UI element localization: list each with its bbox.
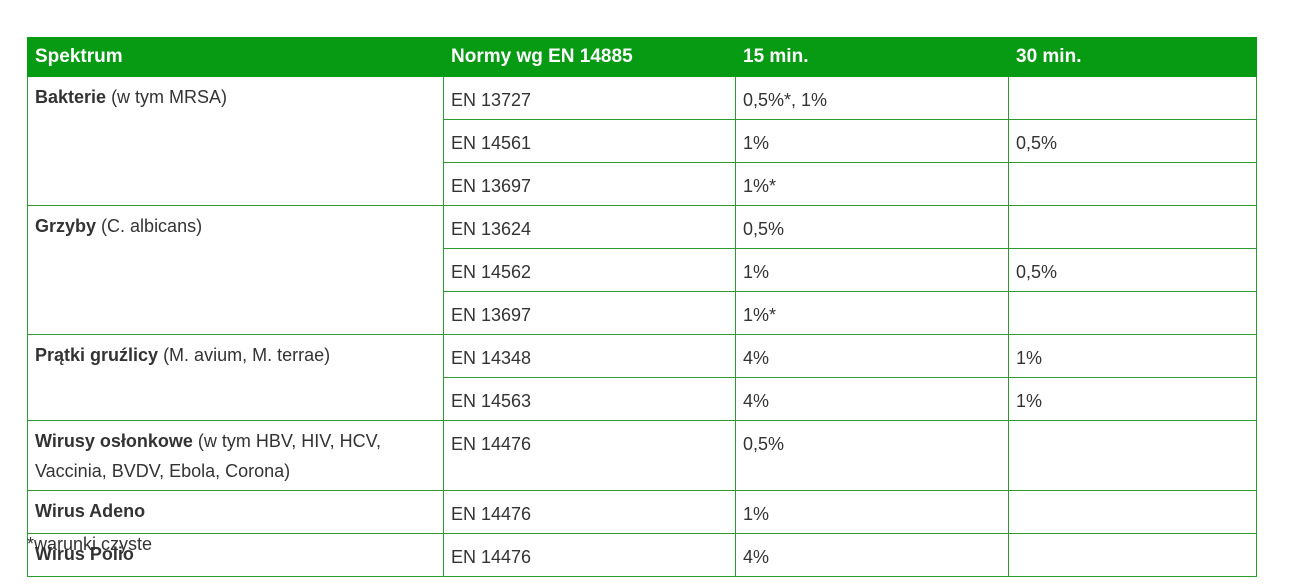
table-cell: EN 13624 bbox=[443, 205, 736, 249]
table-cell: EN 13697 bbox=[443, 291, 736, 335]
empty-cell bbox=[1008, 420, 1257, 491]
spectrum-note: (M. avium, M. terrae) bbox=[163, 345, 331, 365]
header-cell: Spektrum bbox=[27, 37, 444, 77]
table-cell: 1% bbox=[735, 119, 1009, 163]
table-cell: 1%* bbox=[735, 291, 1009, 335]
header-row: Spektrum Normy wg EN 14885 15 min. 30 min. bbox=[27, 37, 1257, 77]
table-cell: 0,5% bbox=[1008, 248, 1257, 292]
table-row: EN 14562 1% 0,5% bbox=[28, 248, 1257, 292]
spectrum-name: Bakterie bbox=[35, 87, 107, 107]
table-row: EN 13697 1%* bbox=[28, 162, 1257, 206]
spectrum-name: Grzyby bbox=[35, 216, 97, 236]
spectrum-table: Spektrum Normy wg EN 14885 15 min. 30 min. … bbox=[27, 37, 1257, 577]
table-cell: 1% bbox=[1008, 334, 1257, 378]
table-cell: EN 14476 bbox=[443, 420, 736, 491]
table-row: Wirus Polio EN 14476 4% bbox=[27, 533, 1257, 577]
table-cell: 0,5% bbox=[1008, 119, 1257, 163]
table-cell: 1%* bbox=[735, 162, 1009, 206]
table-cell: EN 14476 bbox=[443, 533, 736, 577]
table-cell: 0,5%*, 1% bbox=[735, 76, 1009, 120]
spectrum-note: (w tym HBV, HIV, HCV, Vaccinia, BVDV, Eb… bbox=[35, 431, 381, 481]
footnote: *warunki czyste bbox=[27, 534, 153, 554]
table-cell: EN 14348 bbox=[443, 334, 736, 378]
spectrum-cell: Bakterie (w tym MRSA) bbox=[27, 76, 444, 206]
table-cell: 4% bbox=[735, 377, 1009, 421]
table-cell: EN 14476 bbox=[443, 490, 736, 534]
table-cell: 0,5% bbox=[735, 420, 1009, 491]
spectrum-cell: Prątki gruźlicy (M. avium, M. terrae) bbox=[27, 334, 444, 421]
spectrum-cell: Wirus Polio bbox=[27, 533, 444, 577]
table-cell: 1% bbox=[1008, 377, 1257, 421]
spectrum-name: Wirusy osłonkowe bbox=[35, 431, 193, 451]
spectrum-cell: Grzyby (C. albicans) bbox=[27, 205, 444, 335]
table-row: Bakterie (w tym MRSA) EN 13727 0,5%*, 1% bbox=[27, 76, 1257, 206]
table-cell: 4% bbox=[735, 334, 1009, 378]
empty-cell bbox=[1008, 533, 1257, 577]
table-row: Prątki gruźlicy (M. avium, M. terrae) EN … bbox=[27, 334, 1257, 421]
empty-cell bbox=[1008, 291, 1257, 335]
table-cell: EN 14561 bbox=[443, 119, 736, 163]
table-row: Wirus Adeno EN 14476 1% bbox=[27, 490, 1257, 534]
spectrum-cell: Wirusy osłonkowe (w tym HBV, HIV, HCV, V… bbox=[27, 420, 444, 491]
empty-cell bbox=[1008, 490, 1257, 534]
table-cell: 1% bbox=[735, 248, 1009, 292]
spectrum-cell: Wirus Adeno bbox=[27, 490, 444, 534]
spectrum-note: (C. albicans) bbox=[101, 216, 203, 236]
table-row: EN 13697 1%* bbox=[28, 291, 1257, 335]
spectrum-name: Wirus Adeno bbox=[35, 501, 146, 521]
table-cell: 0,5% bbox=[735, 205, 1009, 249]
empty-cell bbox=[1008, 205, 1257, 249]
table-cell: 1% bbox=[735, 490, 1009, 534]
header-cell: 15 min. bbox=[735, 37, 1009, 77]
table-row: Grzyby (C. albicans) EN 13624 0,5% bbox=[27, 205, 1257, 335]
table-cell: EN 14563 bbox=[443, 377, 736, 421]
header-cell: 30 min. bbox=[1008, 37, 1257, 77]
table-cell: EN 13697 bbox=[443, 162, 736, 206]
empty-cell bbox=[1008, 162, 1257, 206]
table-cell: EN 14562 bbox=[443, 248, 736, 292]
table-row: EN 14563 4% 1% bbox=[28, 377, 1257, 421]
spectrum-note: (w tym MRSA) bbox=[111, 87, 228, 107]
header-cell: Normy wg EN 14885 bbox=[443, 37, 736, 77]
spectrum-name: Wirus Polio bbox=[35, 544, 134, 564]
spectrum-name: Prątki gruźlicy bbox=[35, 345, 159, 365]
table-row: EN 14561 1% 0,5% bbox=[28, 119, 1257, 163]
empty-cell bbox=[1008, 76, 1257, 120]
table-row: Wirusy osłonkowe (w tym HBV, HIV, HCV, V… bbox=[27, 420, 1257, 491]
table-cell: EN 13727 bbox=[443, 76, 736, 120]
table-cell: 4% bbox=[735, 533, 1009, 577]
